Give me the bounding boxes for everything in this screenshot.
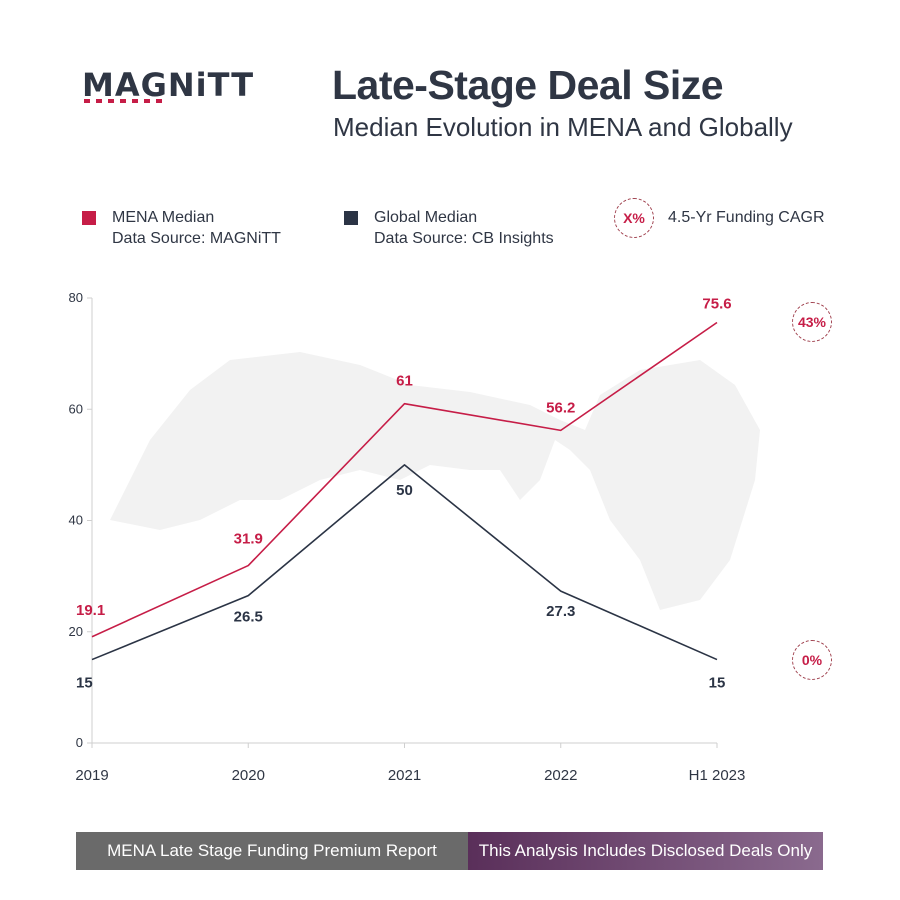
mena-data-label: 75.6 <box>702 295 731 312</box>
magnitt-logo: MAGNiTT <box>82 66 255 104</box>
x-tick-label: 2022 <box>544 767 577 784</box>
x-tick-label: H1 2023 <box>689 767 746 784</box>
chart-axes: 0 20 40 60 80 2019 2020 2021 2022 H1 2023 <box>69 290 746 784</box>
mena-data-label: 19.1 <box>76 602 105 619</box>
mena-series-line <box>91 321 718 638</box>
legend-cagr-badge: X% <box>614 198 654 238</box>
global-data-label: 26.5 <box>234 609 263 626</box>
legend-mena-swatch <box>82 211 96 225</box>
global-data-label: 15 <box>76 675 93 692</box>
footer-report-title: MENA Late Stage Funding Premium Report <box>76 832 468 870</box>
chart-title: Late-Stage Deal Size <box>332 62 724 108</box>
global-cagr-badge: 0% <box>792 640 832 680</box>
y-tick-label: 80 <box>69 290 83 305</box>
chart-marks: 19.1 31.9 61 56.2 75.6 15 26.5 50 27.3 15 <box>76 295 732 691</box>
mena-map-background <box>110 352 760 610</box>
mena-data-label: 61 <box>396 373 413 390</box>
y-tick-label: 0 <box>76 735 83 750</box>
global-data-label: 27.3 <box>546 603 575 620</box>
logo-dots-decoration <box>84 99 166 103</box>
legend-global-label: Global Median <box>374 209 478 226</box>
y-tick-label: 20 <box>69 624 83 639</box>
chart-subtitle: Median Evolution in MENA and Globally <box>333 112 793 142</box>
legend-mena-source: Data Source: MAGNiTT <box>112 230 281 247</box>
legend-global-source: Data Source: CB Insights <box>374 230 554 247</box>
mena-cagr-badge: 43% <box>792 302 832 342</box>
x-tick-label: 2021 <box>388 767 421 784</box>
y-tick-label: 40 <box>69 513 83 528</box>
legend-global-swatch <box>344 211 358 225</box>
mena-data-label: 56.2 <box>546 399 575 416</box>
legend-mena-label: MENA Median <box>112 209 215 226</box>
legend-cagr-label: 4.5-Yr Funding CAGR <box>668 209 825 226</box>
x-tick-label: 2020 <box>232 767 265 784</box>
y-tick-label: 60 <box>69 401 83 416</box>
x-tick-label: 2019 <box>75 767 108 784</box>
global-data-label: 15 <box>709 675 726 692</box>
mena-data-label: 31.9 <box>234 531 263 548</box>
global-data-label: 50 <box>396 482 413 499</box>
footer-disclaimer: This Analysis Includes Disclosed Deals O… <box>468 832 823 870</box>
global-series-line <box>91 464 718 661</box>
